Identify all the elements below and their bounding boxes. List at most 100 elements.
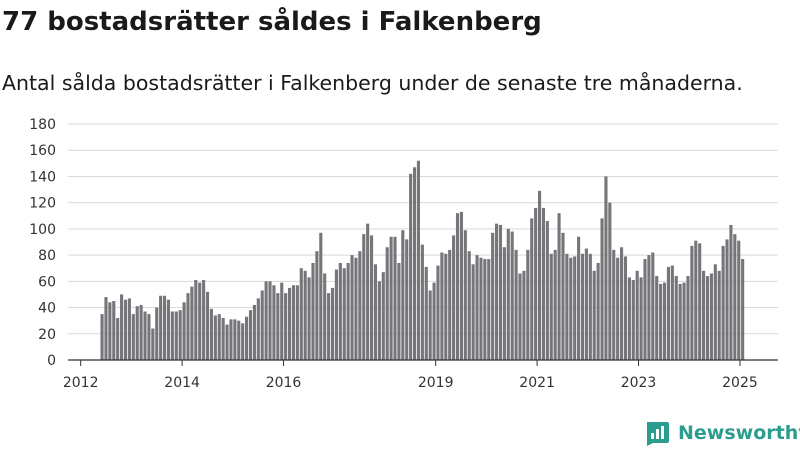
bar <box>272 285 276 360</box>
bar <box>420 244 424 360</box>
bar <box>276 293 280 360</box>
bar <box>260 290 264 360</box>
bar <box>377 281 381 360</box>
bar <box>698 243 702 360</box>
bar <box>444 253 448 360</box>
y-tick-label: 80 <box>38 248 56 264</box>
bar <box>541 207 545 360</box>
bar <box>475 255 479 360</box>
bar <box>495 223 499 360</box>
bar <box>455 213 460 360</box>
bar <box>280 282 284 360</box>
bar <box>397 262 401 360</box>
bar <box>608 202 612 360</box>
bar <box>166 299 171 360</box>
bar <box>354 257 358 360</box>
chart-title: 77 bostadsrätter såldes i Falkenberg <box>2 7 542 37</box>
bar <box>709 273 713 360</box>
bar <box>186 293 190 360</box>
bar <box>131 314 135 360</box>
x-tick-label: 2023 <box>621 375 657 391</box>
bar <box>666 266 670 360</box>
y-axis-ticks: 0 20 40 60 80 100 120 140 160 180 <box>29 117 56 369</box>
bar <box>174 311 178 360</box>
bar <box>537 190 542 360</box>
bar <box>717 270 721 360</box>
bar <box>381 272 385 360</box>
bar <box>221 318 225 360</box>
bar <box>287 287 292 360</box>
newsworthy-logo-icon <box>647 422 669 446</box>
newsworthy-logo: Newsworthy <box>644 420 800 446</box>
bar <box>237 320 241 360</box>
y-tick-label: 140 <box>29 169 56 185</box>
bar <box>389 236 393 360</box>
bar <box>620 247 624 360</box>
x-tick-label: 2014 <box>164 375 200 391</box>
bar <box>416 160 421 360</box>
bar <box>674 276 678 360</box>
y-tick-label: 40 <box>38 301 56 317</box>
data-labels: 77 <box>737 110 755 114</box>
bar <box>514 249 518 360</box>
bar <box>713 264 717 360</box>
bar <box>362 234 366 360</box>
bar <box>678 283 682 360</box>
bar <box>334 269 338 360</box>
bar <box>686 276 690 360</box>
bar <box>370 235 374 360</box>
bar <box>127 298 131 360</box>
bar <box>170 311 174 360</box>
bar <box>616 257 620 360</box>
bar <box>229 319 233 360</box>
bar <box>393 236 397 360</box>
bar <box>522 270 526 360</box>
bar <box>385 247 389 360</box>
y-tick-label: 180 <box>29 117 56 133</box>
bar <box>549 253 553 360</box>
bar <box>498 224 503 360</box>
bar <box>741 259 745 360</box>
bar <box>612 249 616 360</box>
bar <box>412 167 417 360</box>
bar <box>291 285 296 360</box>
bar <box>264 281 268 360</box>
y-tick-label: 60 <box>38 274 56 290</box>
y-tick-label: 160 <box>29 143 56 159</box>
bar <box>440 252 444 360</box>
bar <box>600 218 604 360</box>
bar <box>459 211 463 360</box>
bar <box>467 251 471 360</box>
bar <box>268 281 272 360</box>
bar <box>721 245 725 360</box>
bar <box>596 262 600 360</box>
bar <box>647 255 651 360</box>
bar <box>659 283 663 360</box>
bar <box>729 224 733 360</box>
bar <box>463 230 467 360</box>
bar <box>401 230 405 360</box>
bar <box>248 310 253 360</box>
bar <box>592 270 596 360</box>
bar <box>233 319 237 360</box>
bar <box>655 276 659 360</box>
bar <box>198 282 202 360</box>
bar <box>151 328 155 360</box>
bar <box>545 221 549 360</box>
bar <box>662 282 667 360</box>
bar <box>123 299 128 360</box>
bar <box>112 301 116 360</box>
bar <box>346 262 350 360</box>
bar <box>534 207 538 360</box>
bar <box>690 245 694 360</box>
bar <box>604 176 608 360</box>
bar <box>502 247 506 360</box>
bar <box>225 324 229 360</box>
bar <box>471 264 475 360</box>
bar <box>284 293 288 360</box>
chart-subtitle: Antal sålda bostadsrätter i Falkenberg u… <box>2 71 743 95</box>
bar <box>241 323 245 360</box>
bar <box>569 257 573 360</box>
brand-name: Newsworthy <box>678 422 800 444</box>
bar <box>491 232 495 360</box>
